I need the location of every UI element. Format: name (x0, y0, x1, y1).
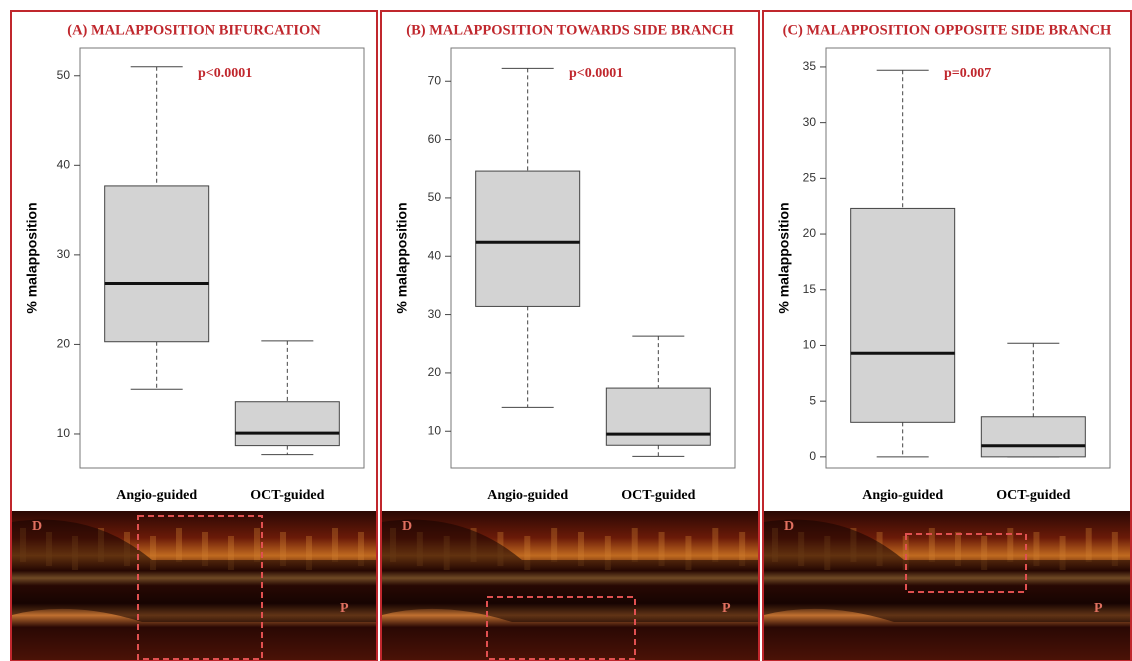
box (235, 402, 339, 446)
y-tick-label: 30 (428, 307, 442, 321)
y-tick-label: 40 (57, 157, 71, 171)
y-tick-label: 30 (57, 247, 71, 261)
y-tick-label: 25 (803, 171, 817, 185)
y-tick-label: 10 (57, 426, 71, 440)
y-tick-label: 40 (428, 248, 442, 262)
category-label: OCT-guided (996, 488, 1070, 503)
p-value: p<0.0001 (569, 66, 623, 81)
y-tick-label: 50 (428, 190, 442, 204)
oct-proximal-label: P (340, 601, 349, 616)
oct-distal-label: D (784, 519, 794, 534)
y-tick-label: 20 (428, 365, 442, 379)
panel-title: (B) MALAPPOSITION TOWARDS SIDE BRANCH (406, 22, 734, 38)
box (851, 208, 955, 422)
oct-texture (632, 528, 638, 562)
p-value: p=0.007 (944, 66, 991, 81)
category-label: Angio-guided (116, 488, 197, 503)
category-label: OCT-guided (250, 488, 324, 503)
y-tick-label: 15 (803, 282, 817, 296)
oct-proximal-label: P (1094, 601, 1103, 616)
category-label: OCT-guided (621, 488, 695, 503)
y-tick-label: 35 (803, 59, 817, 73)
y-tick-label: 10 (803, 338, 817, 352)
oct-texture (1086, 528, 1092, 562)
box (476, 171, 580, 306)
y-tick-label: 0 (809, 449, 816, 463)
y-tick-label: 60 (428, 132, 442, 146)
y-tick-label: 30 (803, 115, 817, 129)
y-tick-label: 50 (57, 68, 71, 82)
box (981, 417, 1085, 457)
y-axis-label: % malapposition (394, 202, 410, 313)
oct-texture (254, 528, 260, 562)
category-label: Angio-guided (487, 488, 568, 503)
oct-texture (551, 528, 557, 562)
oct-texture (712, 528, 718, 562)
oct-texture (332, 528, 338, 562)
box (606, 388, 710, 445)
panel-title: (A) MALAPPOSITION BIFURCATION (67, 22, 321, 38)
oct-distal-label: D (402, 519, 412, 534)
y-tick-label: 10 (428, 423, 442, 437)
oct-texture (176, 528, 182, 562)
figure: (A) MALAPPOSITION BIFURCATION p<0.0001 % m… (0, 0, 1132, 661)
y-tick-label: 20 (57, 337, 71, 351)
y-axis-label: % malapposition (776, 202, 792, 313)
y-tick-label: 20 (803, 226, 817, 240)
y-axis-label: % malapposition (24, 202, 40, 313)
y-tick-label: 70 (428, 73, 442, 87)
oct-proximal-label: P (722, 601, 731, 616)
y-tick-label: 5 (809, 393, 816, 407)
panel-title: (C) MALAPPOSITION OPPOSITE SIDE BRANCH (783, 22, 1112, 38)
p-value: p<0.0001 (198, 66, 252, 81)
box (105, 186, 209, 342)
category-label: Angio-guided (862, 488, 943, 503)
oct-distal-label: D (32, 519, 42, 534)
